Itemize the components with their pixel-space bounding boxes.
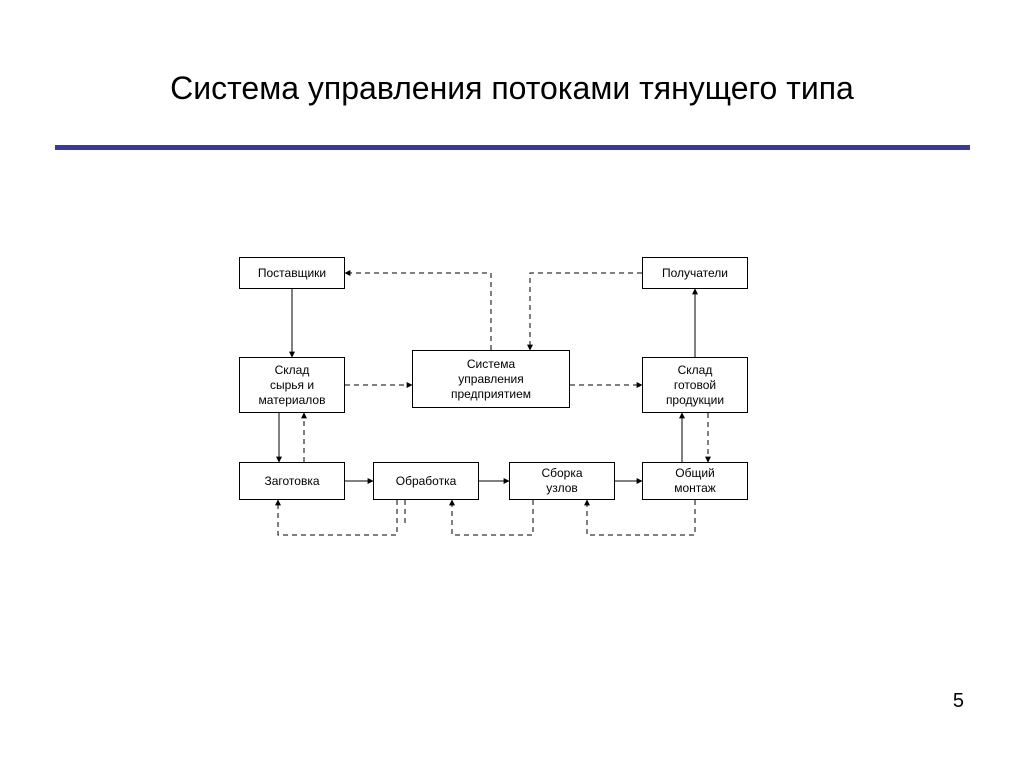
edge-dashed [278,500,397,535]
node-mgmt: Системауправленияпредприятием [412,350,570,408]
title-rule [55,145,970,150]
slide: Система управления потоками тянущего тип… [0,0,1024,768]
node-final_asm: Общиймонтаж [642,462,748,500]
node-raw_store: Складсырья иматериалов [239,357,345,413]
node-processing: Обработка [373,462,479,500]
edge-dashed [345,273,491,350]
node-blank: Заготовка [239,462,345,500]
edge-dashed [452,500,533,535]
edge-dashed [587,500,695,535]
node-recipients: Получатели [642,257,748,289]
edge-dashed [530,273,642,350]
slide-title: Система управления потоками тянущего тип… [0,70,1024,107]
node-assembly: Сборкаузлов [509,462,615,500]
node-finished_store: Складготовойпродукции [642,357,748,413]
node-suppliers: Поставщики [239,257,345,289]
page-number: 5 [953,690,964,713]
